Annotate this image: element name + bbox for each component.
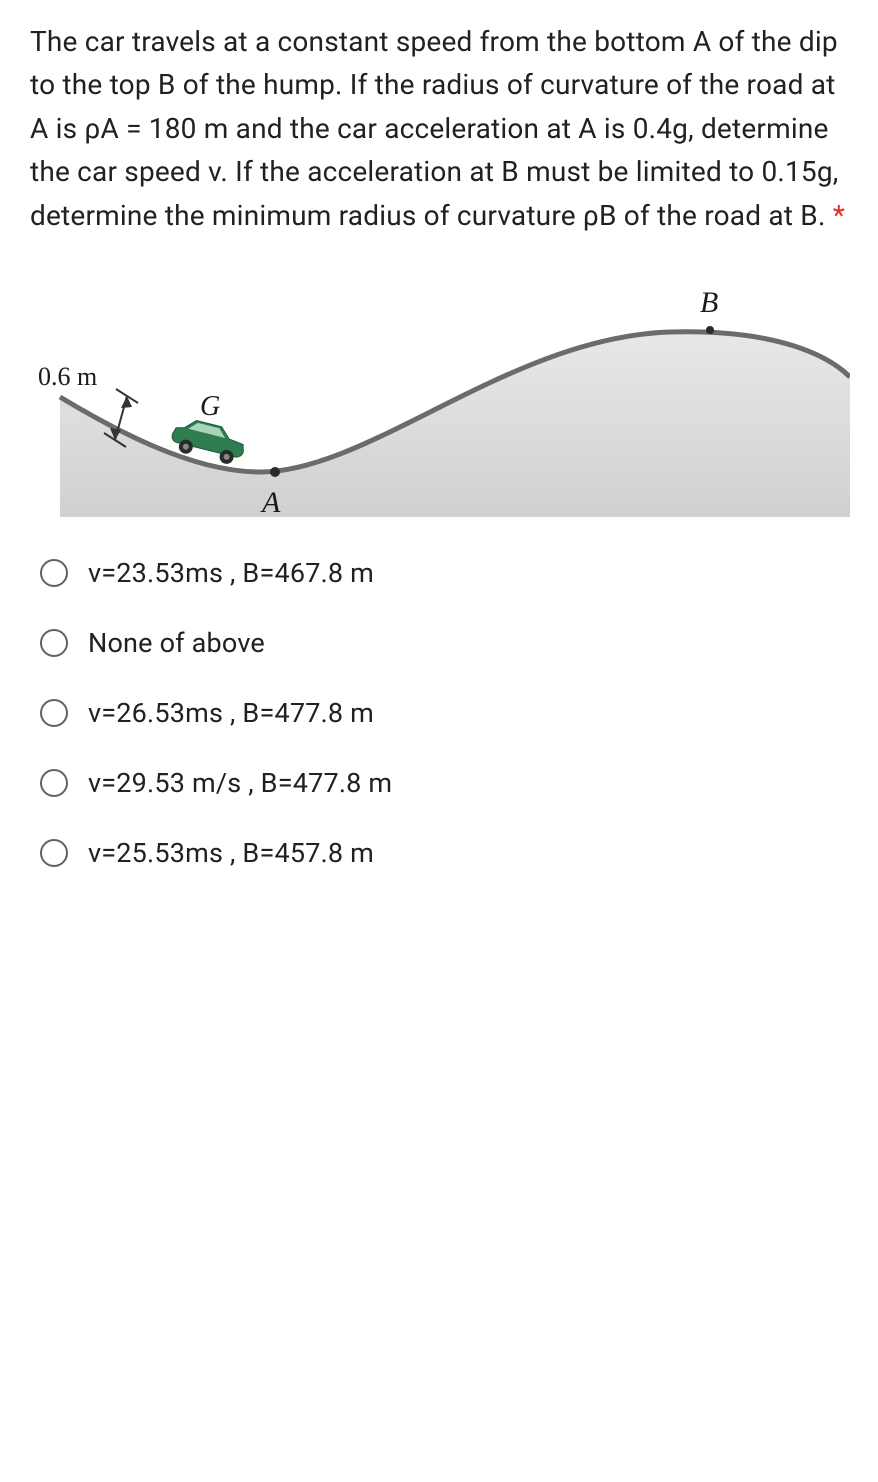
option-label: v=26.53ms , B=477.8 m — [88, 697, 374, 729]
option-label: None of above — [88, 627, 265, 659]
options-group: v=23.53ms , B=467.8 m None of above v=26… — [30, 557, 848, 869]
option-label: v=23.53ms , B=467.8 m — [88, 557, 374, 589]
point-a-label: A — [260, 486, 281, 517]
radio-icon — [40, 629, 68, 657]
question-text: The car travels at a constant speed from… — [30, 20, 848, 237]
option-label: v=25.53ms , B=457.8 m — [88, 837, 374, 869]
option-label: v=29.53 m/s , B=477.8 m — [88, 767, 392, 799]
option-3[interactable]: v=26.53ms , B=477.8 m — [40, 697, 848, 729]
car-label: G — [200, 391, 220, 422]
radio-icon — [40, 769, 68, 797]
option-5[interactable]: v=25.53ms , B=457.8 m — [40, 837, 848, 869]
point-a-dot — [270, 467, 280, 477]
radio-icon — [40, 699, 68, 727]
road-diagram: 0.6 m G A B — [30, 277, 850, 517]
height-label: 0.6 m — [38, 362, 97, 391]
radio-icon — [40, 839, 68, 867]
point-b-label: B — [700, 286, 718, 319]
option-1[interactable]: v=23.53ms , B=467.8 m — [40, 557, 848, 589]
road-fill — [60, 332, 850, 517]
radio-icon — [40, 559, 68, 587]
option-2[interactable]: None of above — [40, 627, 848, 659]
question-body: The car travels at a constant speed from… — [30, 25, 839, 232]
point-b-dot — [706, 326, 714, 334]
required-asterisk: * — [833, 199, 845, 232]
option-4[interactable]: v=29.53 m/s , B=477.8 m — [40, 767, 848, 799]
